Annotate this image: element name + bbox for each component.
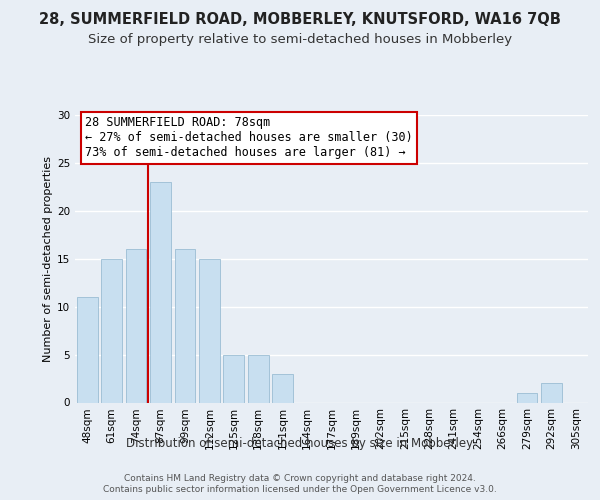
Text: Size of property relative to semi-detached houses in Mobberley: Size of property relative to semi-detach… (88, 32, 512, 46)
Text: 28, SUMMERFIELD ROAD, MOBBERLEY, KNUTSFORD, WA16 7QB: 28, SUMMERFIELD ROAD, MOBBERLEY, KNUTSFO… (39, 12, 561, 28)
Bar (77, 297, 98, 403)
Text: 28 SUMMERFIELD ROAD: 78sqm
← 27% of semi-detached houses are smaller (30)
73% of: 28 SUMMERFIELD ROAD: 78sqm ← 27% of semi… (85, 116, 413, 160)
Bar (199, 259, 220, 402)
Text: Contains public sector information licensed under the Open Government Licence v3: Contains public sector information licen… (103, 485, 497, 494)
Bar (223, 354, 244, 403)
Bar (248, 354, 269, 403)
Text: Contains HM Land Registry data © Crown copyright and database right 2024.: Contains HM Land Registry data © Crown c… (124, 474, 476, 483)
Bar (541, 384, 562, 402)
Bar (272, 374, 293, 402)
Text: Distribution of semi-detached houses by size in Mobberley: Distribution of semi-detached houses by … (127, 438, 473, 450)
Bar (517, 393, 538, 402)
Bar (150, 182, 171, 402)
Bar (101, 259, 122, 402)
Y-axis label: Number of semi-detached properties: Number of semi-detached properties (43, 156, 53, 362)
Bar (175, 249, 196, 402)
Bar (125, 249, 146, 402)
